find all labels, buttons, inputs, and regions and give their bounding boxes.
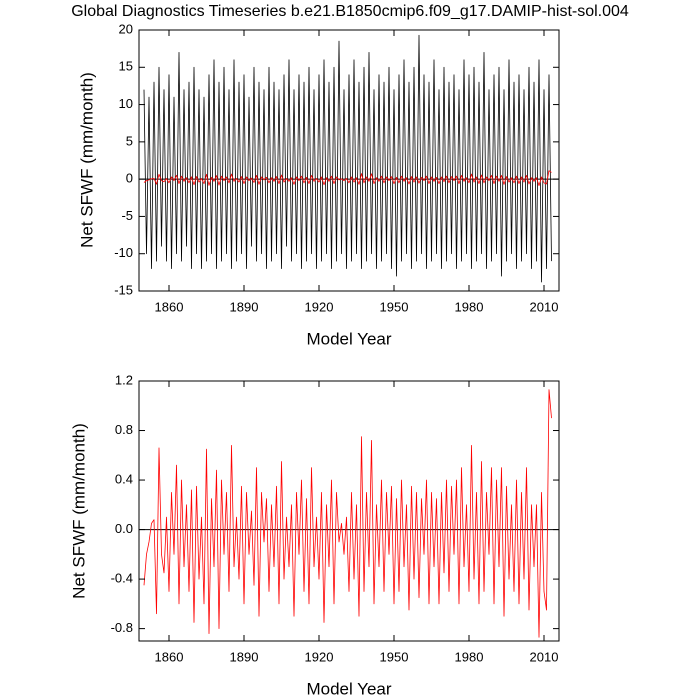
plot-frame <box>138 29 560 292</box>
y-tick-label: -0.8 <box>111 620 133 635</box>
y-tick-label: -0.4 <box>111 571 133 586</box>
x-tick-label: 1950 <box>380 649 409 664</box>
y-tick-label: 0.8 <box>115 422 133 437</box>
x-tick-label: 1890 <box>230 649 259 664</box>
y-tick-label: 5 <box>126 133 133 148</box>
y-tick-label: 20 <box>119 21 133 36</box>
x-tick-label: 1920 <box>305 299 334 314</box>
y-tick-label: 0 <box>126 171 133 186</box>
data-line <box>143 170 552 187</box>
data-line <box>143 34 552 283</box>
y-tick-label: -10 <box>114 245 133 260</box>
x-axis-label: Model Year <box>306 679 391 698</box>
x-tick-label: 1860 <box>155 649 184 664</box>
plot-frame <box>138 380 560 642</box>
x-tick-label: 2010 <box>530 299 559 314</box>
y-axis-label: Net SFWF (mm/month) <box>77 72 96 248</box>
x-tick-label: 1860 <box>155 299 184 314</box>
y-tick-label: 10 <box>119 96 133 111</box>
y-tick-label: 0.4 <box>115 471 133 486</box>
x-tick-label: 1920 <box>305 649 334 664</box>
x-tick-label: 2010 <box>530 649 559 664</box>
y-tick-label: -15 <box>114 282 133 297</box>
data-line <box>143 389 552 638</box>
x-axis-label: Model Year <box>306 329 391 348</box>
y-tick-label: 0.0 <box>115 521 133 536</box>
chart-title: Global Diagnostics Timeseries b.e21.B185… <box>71 3 629 20</box>
y-tick-label: 1.2 <box>115 372 133 387</box>
x-tick-label: 1890 <box>230 299 259 314</box>
y-axis-label: Net SFWF (mm/month) <box>69 423 88 599</box>
x-tick-label: 1980 <box>455 649 484 664</box>
x-tick-label: 1980 <box>455 299 484 314</box>
y-tick-label: 15 <box>119 59 133 74</box>
x-tick-label: 1950 <box>380 299 409 314</box>
y-tick-label: -5 <box>121 208 133 223</box>
